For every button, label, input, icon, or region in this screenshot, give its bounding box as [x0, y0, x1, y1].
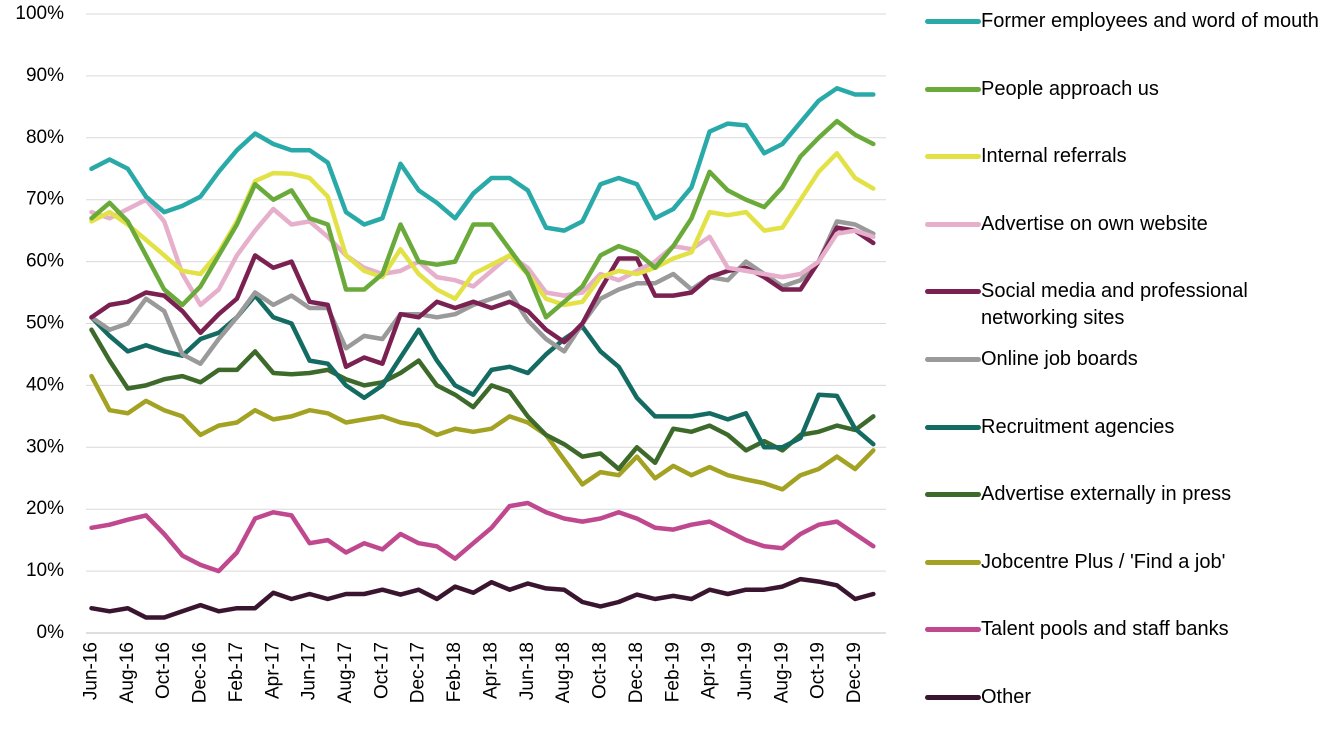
- legend-label: People approach us: [981, 77, 1159, 100]
- legend-label: Other: [981, 685, 1032, 708]
- series-line: [89, 373, 876, 492]
- y-tick-label: 90%: [26, 65, 64, 86]
- legend-swatch: [925, 356, 981, 362]
- x-tick-label: Dec-16: [190, 642, 211, 703]
- series-line: [89, 151, 876, 308]
- x-tick-label: Aug-16: [117, 642, 138, 703]
- x-tick-label: Jun-16: [80, 642, 101, 700]
- x-tick-label: Aug-17: [335, 642, 356, 703]
- legend-swatch: [925, 154, 981, 160]
- legend-item: Jobcentre Plus / 'Find a job': [925, 549, 1319, 617]
- x-tick-label: Jun-19: [735, 642, 756, 700]
- legend-item: Talent pools and staff banks: [925, 616, 1319, 684]
- x-tick-label: Oct-19: [808, 642, 829, 699]
- series-line: [89, 197, 876, 308]
- y-tick-label: 0%: [37, 622, 65, 643]
- y-tick-label: 50%: [26, 313, 64, 334]
- legend-item: Online job boards: [925, 346, 1319, 414]
- x-tick-label: Dec-17: [408, 642, 429, 703]
- legend-label: Online job boards: [981, 347, 1138, 370]
- x-tick-label: Oct-18: [590, 642, 611, 699]
- series-line: [89, 576, 876, 620]
- series-line: [89, 86, 876, 233]
- legend-label: Advertise on own website: [981, 212, 1208, 235]
- x-tick-label: Apr-17: [262, 642, 283, 699]
- legend-swatch: [925, 289, 981, 295]
- x-tick-label: Dec-18: [626, 642, 647, 703]
- legend-label: Advertise externally in press: [981, 483, 1232, 506]
- x-tick-label: Jun-18: [517, 642, 538, 700]
- legend-swatch: [925, 19, 981, 24]
- series-line: [89, 219, 876, 366]
- legend: Former employees and word of mouth People…: [925, 8, 1319, 752]
- y-tick-label: 60%: [26, 251, 64, 272]
- legend-label: Talent pools and staff banks: [981, 618, 1229, 641]
- legend-swatch: [925, 221, 981, 227]
- y-tick-label: 70%: [26, 189, 64, 210]
- x-tick-label: Aug-18: [553, 642, 574, 703]
- legend-swatch: [925, 492, 981, 498]
- x-tick-label: Jun-17: [299, 642, 320, 700]
- y-tick-label: 20%: [26, 498, 64, 519]
- legend-label: Social media and professional networking…: [981, 280, 1248, 330]
- y-tick-label: 80%: [26, 127, 64, 148]
- legend-label: Internal referrals: [981, 145, 1127, 168]
- y-tick-label: 30%: [26, 436, 64, 457]
- legend-label: Recruitment agencies: [981, 415, 1175, 438]
- legend-swatch: [925, 424, 981, 430]
- x-tick-label: Feb-17: [226, 642, 247, 702]
- x-tick-label: Dec-19: [844, 642, 865, 703]
- legend-item: People approach us: [925, 76, 1319, 144]
- series-line: [89, 118, 876, 320]
- series-line: [89, 500, 876, 574]
- page: 0% 10% 20% 30% 40% 50% 60% 70% 80% 90% 100% Jun-16 A…: [15, 3, 1319, 708]
- x-tick-label: Apr-18: [480, 642, 501, 699]
- legend-item: Social media and professional networking…: [925, 278, 1319, 346]
- y-tick-label: 100%: [15, 3, 64, 24]
- legend-swatch: [925, 627, 981, 633]
- legend-swatch: [925, 694, 981, 700]
- legend-item: Internal referrals: [925, 143, 1319, 211]
- series-line: [89, 293, 876, 450]
- chart: 0% 10% 20% 30% 40% 50% 60% 70% 80% 90% 100% Jun-16 A…: [15, 3, 886, 703]
- series-line: [89, 327, 876, 472]
- x-tick-label: Feb-18: [444, 642, 465, 702]
- legend-swatch: [925, 86, 981, 92]
- x-tick-label: Apr-19: [699, 642, 720, 699]
- legend-item: Other: [925, 684, 1319, 752]
- y-tick-label: 10%: [26, 560, 64, 581]
- legend-item: Advertise externally in press: [925, 481, 1319, 549]
- legend-item: Former employees and word of mouth: [925, 8, 1319, 76]
- legend-label: Former employees and word of mouth: [981, 10, 1319, 32]
- x-tick-label: Oct-17: [371, 642, 392, 699]
- y-tick-label: 40%: [26, 374, 64, 395]
- x-tick-label: Aug-19: [771, 642, 792, 703]
- legend-item: Recruitment agencies: [925, 414, 1319, 482]
- legend-item: Advertise on own website: [925, 211, 1319, 279]
- x-tick-label: Oct-16: [153, 642, 174, 699]
- x-tick-label: Feb-19: [662, 642, 683, 702]
- legend-label: Jobcentre Plus / 'Find a job': [981, 550, 1226, 573]
- legend-swatch: [925, 559, 981, 565]
